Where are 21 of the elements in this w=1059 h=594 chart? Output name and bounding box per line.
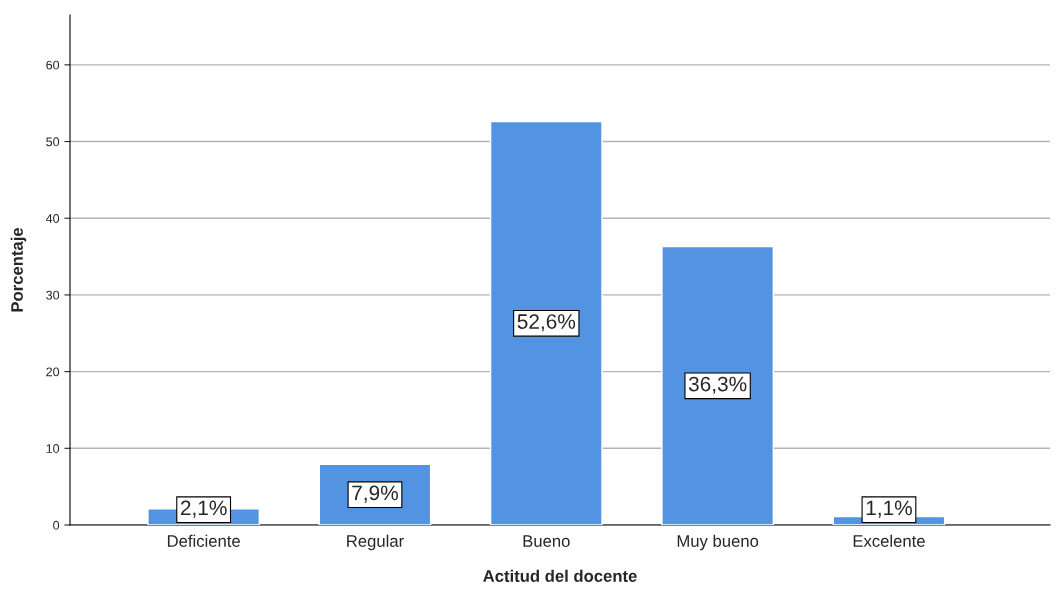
y-tick-label: 40 — [45, 214, 60, 223]
y-axis-title: Porcentaje — [10, 227, 27, 312]
y-tick-label: 0 — [53, 520, 60, 530]
x-tick-label: Excelente — [853, 534, 925, 547]
x-tick-label: Bueno — [523, 535, 570, 547]
x-tick-label: Deficiente — [167, 534, 240, 547]
y-tick-label: 10 — [46, 444, 60, 453]
x-tick-label: Muy bueno — [677, 534, 759, 551]
y-tick-label: 30 — [46, 290, 60, 300]
data-label: 2,1% — [180, 500, 227, 518]
data-label: 52,6% — [517, 314, 576, 332]
data-label: 7,9% — [352, 485, 398, 503]
x-tick-label: Regular — [347, 534, 404, 551]
y-tick-label: 50 — [46, 137, 60, 147]
data-label: 1,1% — [866, 500, 912, 518]
bar — [489, 120, 603, 525]
x-axis-title: Actitud del docente — [483, 569, 637, 582]
y-tick-label: 20 — [46, 367, 60, 377]
bar — [661, 245, 774, 525]
data-label: 36,3% — [688, 376, 747, 394]
y-tick-label: 60 — [46, 60, 60, 70]
